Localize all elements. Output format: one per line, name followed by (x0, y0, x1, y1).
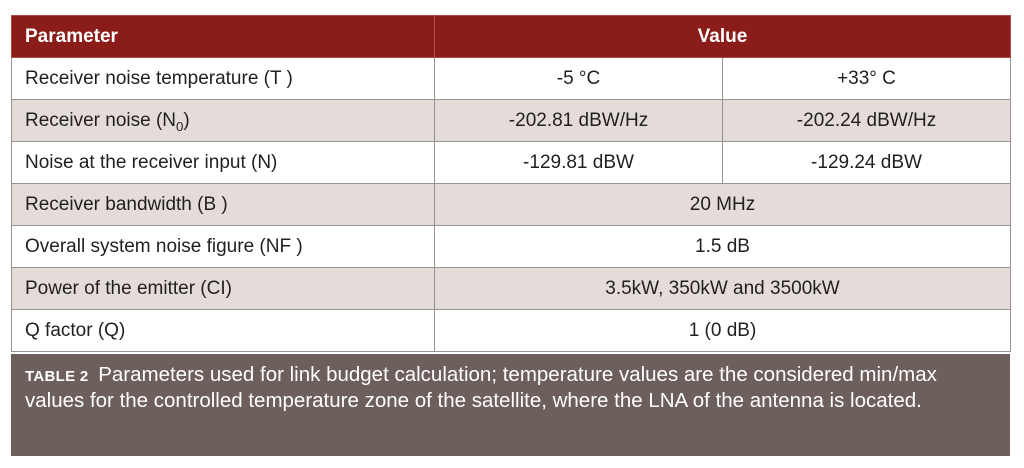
row-parameter: Q factor (Q) (11, 309, 435, 352)
row-value-min: -129.81 dBW (434, 141, 723, 184)
row-value-min: -202.81 dBW/Hz (434, 99, 723, 142)
table-row: Overall system noise figure (NF ) 1.5 dB (11, 225, 1011, 268)
row-value-min: -5 °C (434, 57, 723, 100)
row-value: 1.5 dB (434, 225, 1011, 268)
row-parameter: Receiver noise (N0) (11, 99, 435, 142)
row-value: 1 (0 dB) (434, 309, 1011, 352)
table-row: Receiver noise (N0) -202.81 dBW/Hz -202.… (11, 99, 1011, 142)
header-value: Value (434, 15, 1011, 58)
row-value: 20 MHz (434, 183, 1011, 226)
table-caption: TABLE 2 Parameters used for link budget … (11, 354, 1010, 456)
row-parameter: Power of the emitter (CI) (11, 267, 435, 310)
table-header-row: Parameter Value (11, 15, 1011, 58)
table-figure: Parameter Value Receiver noise temperatu… (11, 15, 1011, 456)
row-parameter: Overall system noise figure (NF ) (11, 225, 435, 268)
table-row: Receiver noise temperature (T ) -5 °C +3… (11, 57, 1011, 100)
caption-label: TABLE 2 (25, 368, 89, 385)
parameters-table: Parameter Value Receiver noise temperatu… (11, 15, 1011, 352)
row-value: 3.5kW, 350kW and 3500kW (434, 267, 1011, 310)
caption-text: Parameters used for link budget calculat… (25, 363, 937, 412)
table-row: Receiver bandwidth (B ) 20 MHz (11, 183, 1011, 226)
table-row: Power of the emitter (CI) 3.5kW, 350kW a… (11, 267, 1011, 310)
table-row: Noise at the receiver input (N) -129.81 … (11, 141, 1011, 184)
row-value-max: -202.24 dBW/Hz (722, 99, 1011, 142)
row-parameter: Receiver noise temperature (T ) (11, 57, 435, 100)
row-value-max: +33° C (722, 57, 1011, 100)
header-parameter: Parameter (11, 15, 435, 58)
row-parameter: Noise at the receiver input (N) (11, 141, 435, 184)
row-value-max: -129.24 dBW (722, 141, 1011, 184)
table-row: Q factor (Q) 1 (0 dB) (11, 309, 1011, 352)
row-parameter: Receiver bandwidth (B ) (11, 183, 435, 226)
